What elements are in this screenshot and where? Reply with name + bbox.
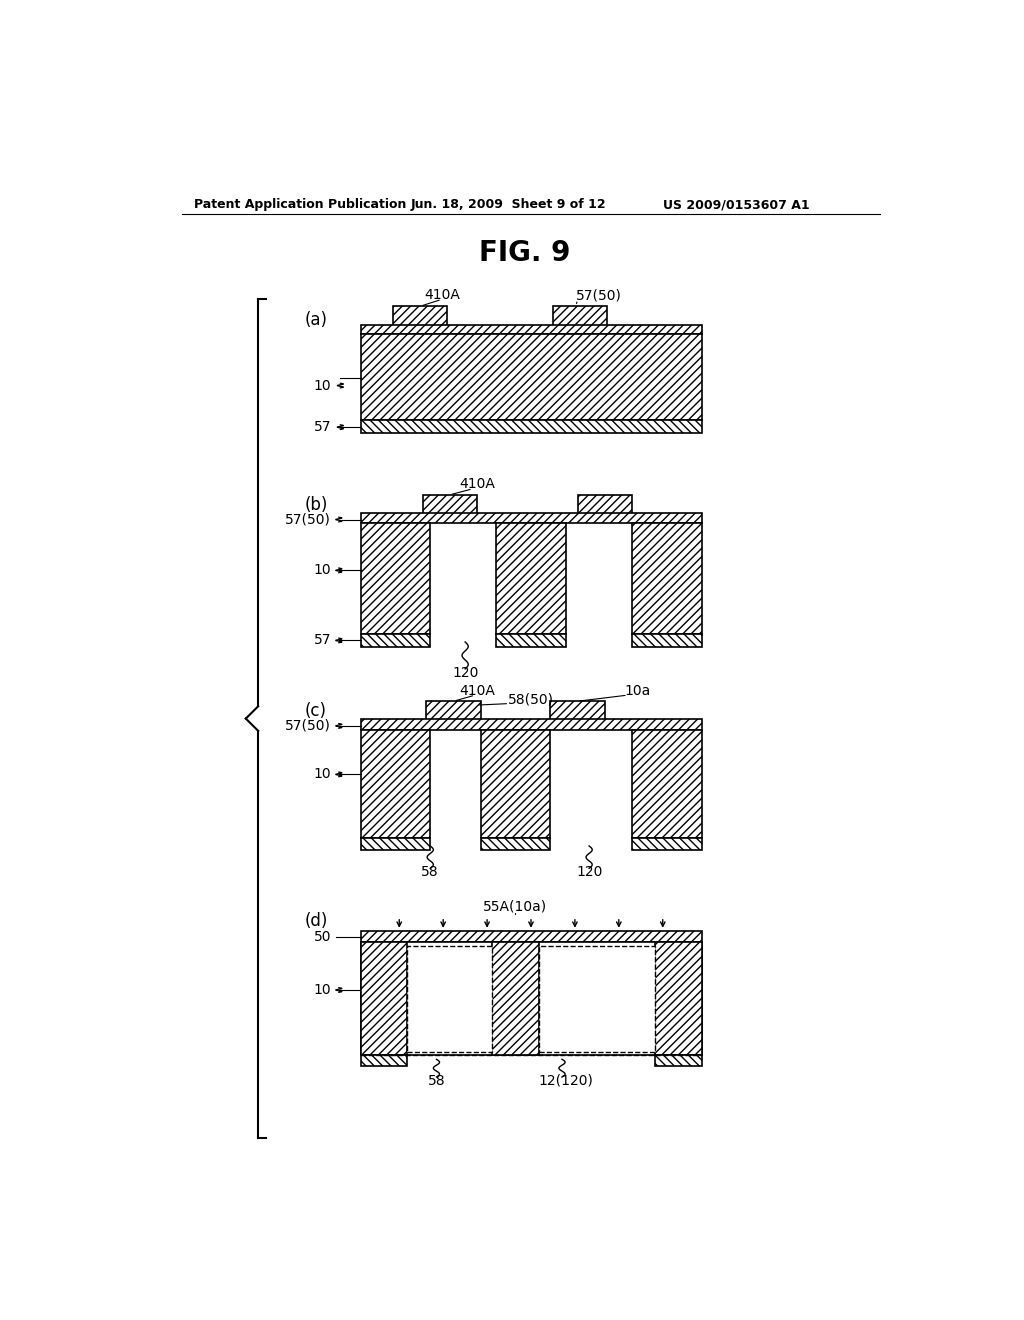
- Bar: [360, 931, 701, 942]
- Text: US 2009/0153607 A1: US 2009/0153607 A1: [663, 198, 809, 211]
- Bar: [632, 838, 701, 850]
- Text: 57(50): 57(50): [285, 512, 331, 527]
- Bar: [632, 523, 701, 635]
- Text: 57: 57: [313, 634, 331, 647]
- Bar: [360, 325, 701, 334]
- Text: 55A(10a): 55A(10a): [483, 900, 548, 913]
- Text: 410A: 410A: [424, 289, 460, 302]
- Bar: [393, 306, 447, 326]
- Bar: [496, 523, 566, 635]
- Bar: [360, 635, 430, 647]
- Text: 57(50): 57(50): [575, 289, 622, 302]
- Bar: [539, 946, 655, 1052]
- Bar: [360, 1056, 407, 1067]
- Text: (d): (d): [305, 912, 328, 929]
- Bar: [493, 942, 539, 1056]
- Bar: [360, 730, 430, 838]
- Text: 120: 120: [452, 665, 478, 680]
- Bar: [360, 942, 701, 1056]
- Text: Patent Application Publication: Patent Application Publication: [194, 198, 407, 211]
- Text: 10: 10: [313, 564, 331, 577]
- Bar: [553, 306, 607, 326]
- Text: (a): (a): [305, 312, 328, 329]
- Text: 58: 58: [422, 865, 439, 879]
- Text: 10: 10: [313, 379, 331, 392]
- Text: 57: 57: [313, 420, 331, 434]
- Text: 10: 10: [313, 983, 331, 997]
- Bar: [480, 838, 550, 850]
- Text: FIG. 9: FIG. 9: [479, 239, 570, 267]
- Bar: [360, 334, 701, 420]
- Bar: [655, 1056, 701, 1067]
- Text: 10: 10: [313, 767, 331, 781]
- Text: 58(50): 58(50): [508, 693, 554, 706]
- Text: 57(50): 57(50): [285, 719, 331, 733]
- Bar: [426, 701, 480, 721]
- Bar: [360, 523, 430, 635]
- Bar: [550, 701, 604, 721]
- Text: 10a: 10a: [624, 684, 650, 698]
- Bar: [632, 730, 701, 838]
- Bar: [578, 495, 632, 515]
- Text: 50: 50: [313, 929, 331, 944]
- Text: 12(120): 12(120): [539, 1074, 593, 1088]
- Bar: [632, 635, 701, 647]
- Text: (c): (c): [305, 702, 327, 721]
- Text: 120: 120: [575, 865, 602, 879]
- Bar: [496, 635, 566, 647]
- Bar: [360, 838, 430, 850]
- Bar: [480, 730, 550, 838]
- Bar: [407, 946, 493, 1052]
- Text: (b): (b): [305, 496, 328, 513]
- Text: 410A: 410A: [459, 477, 495, 491]
- Bar: [360, 513, 701, 524]
- Text: 58: 58: [428, 1074, 445, 1088]
- Bar: [655, 942, 701, 1056]
- Bar: [360, 719, 701, 730]
- Bar: [360, 942, 407, 1056]
- Bar: [423, 495, 477, 515]
- Text: 410A: 410A: [459, 684, 495, 698]
- Bar: [360, 420, 701, 433]
- Text: Jun. 18, 2009  Sheet 9 of 12: Jun. 18, 2009 Sheet 9 of 12: [411, 198, 606, 211]
